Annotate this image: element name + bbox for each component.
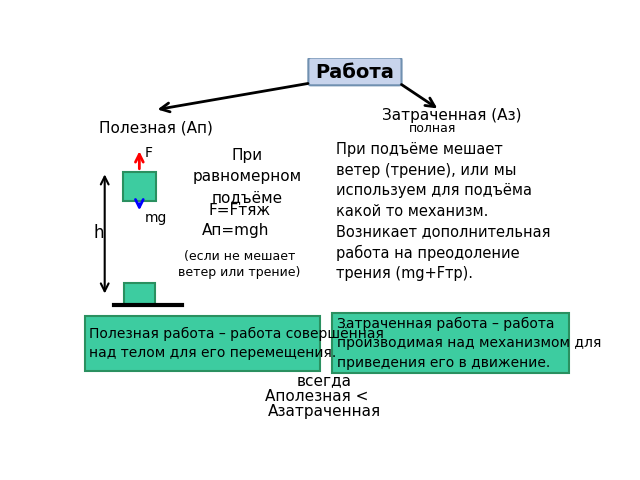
Text: При
равномерном
подъёме: При равномерном подъёме	[193, 148, 301, 205]
Text: полная: полная	[409, 122, 456, 135]
FancyBboxPatch shape	[308, 58, 401, 85]
Text: При подъёме мешает
ветер (трение), или мы
используем для подъёма
какой то механи: При подъёме мешает ветер (трение), или м…	[336, 142, 550, 281]
Text: Аполезная <: Аполезная <	[265, 389, 368, 404]
Text: Полезная работа – работа совершённая
над телом для его перемещения.: Полезная работа – работа совершённая над…	[90, 326, 384, 360]
Text: mg: mg	[145, 211, 167, 225]
Text: F: F	[145, 146, 153, 160]
Text: Азатраченная: Азатраченная	[268, 404, 381, 420]
FancyBboxPatch shape	[123, 171, 156, 201]
FancyBboxPatch shape	[84, 315, 319, 371]
Text: Затраченная (Аз): Затраченная (Аз)	[382, 108, 522, 123]
FancyBboxPatch shape	[332, 313, 569, 373]
Text: Полезная (Ап): Полезная (Ап)	[99, 121, 212, 136]
Text: всегда: всегда	[297, 373, 351, 388]
Text: h: h	[93, 224, 104, 242]
FancyBboxPatch shape	[124, 283, 155, 305]
Text: Затраченная работа – работа
производимая над механизмом для
приведения его в дви: Затраченная работа – работа производимая…	[337, 317, 602, 370]
Text: Работа: Работа	[316, 63, 394, 82]
Text: F=Fтяж: F=Fтяж	[209, 203, 271, 217]
Text: (если не мешает
ветер или трение): (если не мешает ветер или трение)	[179, 250, 301, 279]
Text: Ап=mgh: Ап=mgh	[202, 223, 269, 239]
